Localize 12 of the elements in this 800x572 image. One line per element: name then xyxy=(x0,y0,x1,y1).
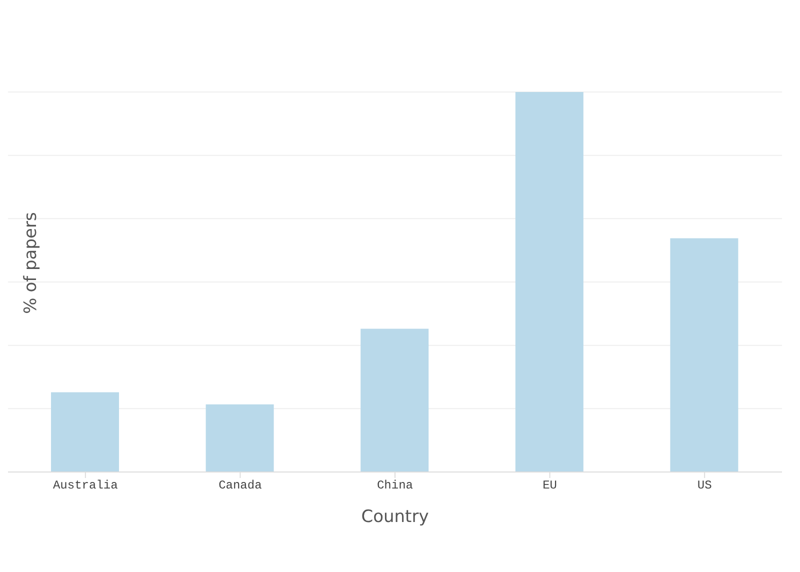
x-tick-label: Australia xyxy=(52,478,118,493)
x-tick-label: China xyxy=(376,478,414,493)
x-tick-label: EU xyxy=(542,478,558,493)
bar xyxy=(515,92,584,472)
bar xyxy=(670,238,738,472)
bar xyxy=(51,392,119,472)
bar xyxy=(206,404,274,472)
x-tick-label: US xyxy=(697,478,712,493)
y-axis-title: % of papers xyxy=(21,212,41,314)
bar xyxy=(360,328,429,472)
x-axis-title: Country xyxy=(361,507,429,527)
x-tick-label: Canada xyxy=(218,478,262,493)
